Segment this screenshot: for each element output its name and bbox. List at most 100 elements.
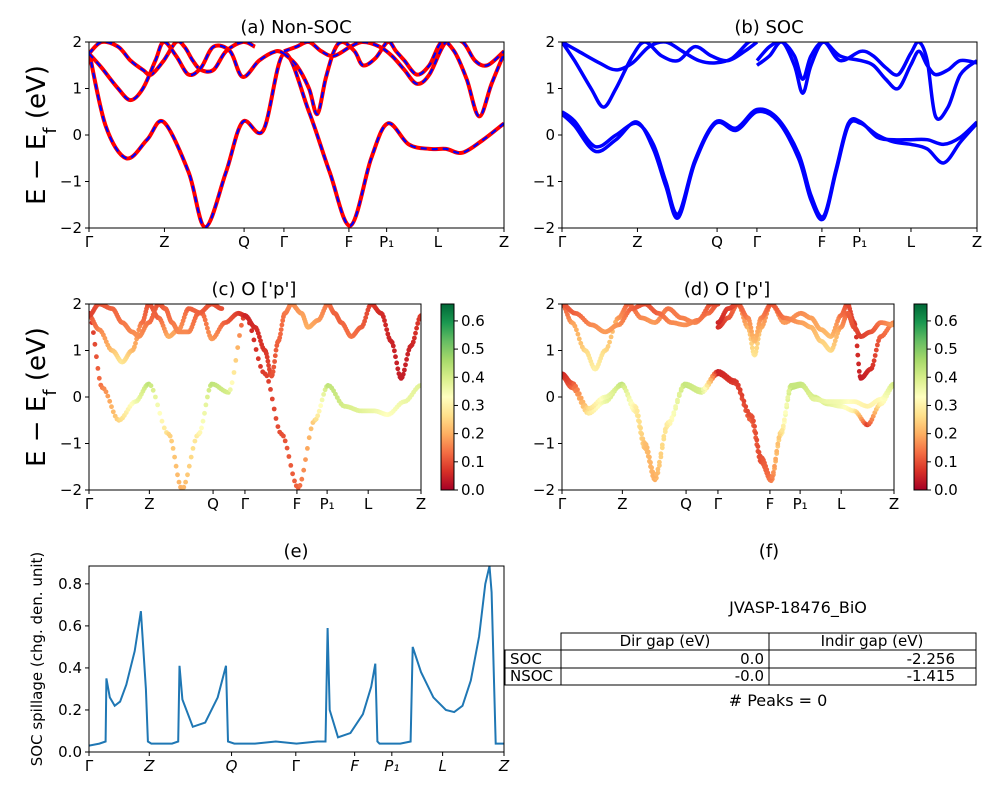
y-tick-label: 0.0 bbox=[58, 743, 82, 761]
y-tick-label: −2 bbox=[533, 481, 555, 499]
projection-point bbox=[773, 456, 778, 462]
projection-point bbox=[95, 366, 101, 371]
projection-point bbox=[870, 362, 876, 368]
x-tick-label: L bbox=[438, 757, 446, 775]
colorbar-tick-label: 0.1 bbox=[461, 453, 485, 471]
projection-point bbox=[755, 325, 761, 330]
projection-point bbox=[270, 369, 276, 375]
y-tick-label: 0 bbox=[72, 388, 82, 406]
projection-point bbox=[743, 404, 749, 409]
panel-a-title: (a) Non-SOC bbox=[240, 17, 351, 38]
projection-point bbox=[648, 460, 653, 465]
projection-point bbox=[400, 371, 406, 377]
x-tick-label: Q bbox=[238, 233, 250, 251]
panel-a-band-structure: −2 −1 0 1 2 Γ Z Q Γ F P₁ L Z bbox=[60, 33, 509, 251]
projection-point bbox=[785, 395, 791, 400]
projection-point bbox=[170, 446, 176, 451]
y-tick-label: −2 bbox=[60, 481, 82, 499]
projection-point bbox=[754, 345, 760, 351]
x-tick-label: L bbox=[434, 233, 443, 251]
panel-e-ylabel: SOC spillage (chg. den. unit) bbox=[28, 552, 46, 767]
x-tick-label: Z bbox=[632, 233, 642, 251]
x-tick-label: Z bbox=[159, 233, 169, 251]
plot-area bbox=[562, 304, 894, 484]
y-tick-label: 2 bbox=[72, 295, 82, 313]
projection-point bbox=[316, 408, 322, 414]
projection-point bbox=[576, 336, 582, 342]
projection-point bbox=[110, 409, 116, 415]
projection-point bbox=[321, 392, 326, 397]
projection-point bbox=[394, 360, 400, 366]
x-tick-label: Γ bbox=[241, 495, 250, 513]
projection-point bbox=[239, 322, 244, 328]
projection-point bbox=[638, 425, 643, 431]
colorbar-tick-label: 0.3 bbox=[461, 396, 485, 414]
projection-point bbox=[235, 345, 241, 350]
projection-point bbox=[576, 391, 582, 397]
projection-point bbox=[176, 479, 182, 485]
projection-point bbox=[280, 318, 286, 323]
y-tick-label: 0 bbox=[72, 126, 82, 144]
projection-point bbox=[288, 463, 294, 468]
panel-e-spillage: 0.0 0.2 0.4 0.6 0.8 Γ Z Q Γ F P₁ L Z bbox=[58, 565, 510, 775]
projection-point bbox=[273, 347, 279, 353]
projection-point bbox=[831, 342, 837, 347]
projection-point bbox=[403, 362, 408, 368]
projection-point bbox=[306, 435, 312, 441]
projection-point bbox=[755, 444, 761, 449]
projection-point bbox=[782, 417, 787, 423]
projection-point bbox=[405, 351, 411, 357]
projection-point bbox=[172, 454, 178, 460]
x-tick-label: F bbox=[818, 233, 827, 251]
projection-point bbox=[414, 325, 419, 331]
projection-point bbox=[92, 341, 98, 347]
x-tick-label: Q bbox=[207, 495, 219, 513]
projection-point bbox=[227, 387, 233, 393]
projection-point bbox=[741, 398, 747, 404]
projection-point bbox=[575, 331, 581, 337]
panel-f-title: (f) bbox=[759, 541, 779, 562]
projection-point bbox=[574, 327, 579, 333]
band-line-soc bbox=[562, 42, 757, 72]
projection-point bbox=[873, 347, 879, 353]
x-tick-label: F bbox=[345, 233, 354, 251]
projection-point bbox=[202, 410, 207, 416]
band-line-soc-overlay bbox=[283, 42, 504, 86]
projection-point bbox=[167, 433, 173, 439]
projection-point bbox=[161, 425, 167, 431]
x-tick-label: Γ bbox=[753, 233, 762, 251]
projection-point bbox=[103, 389, 109, 395]
colorbar-d: 0.0 0.1 0.2 0.3 0.4 0.5 0.6 bbox=[913, 303, 958, 499]
table-cell-indir: -1.415 bbox=[907, 667, 955, 685]
projection-point bbox=[133, 340, 138, 346]
projection-point bbox=[749, 329, 754, 334]
projection-point bbox=[197, 430, 203, 435]
projection-point bbox=[735, 382, 741, 388]
x-tick-label: Q bbox=[680, 495, 692, 513]
table-cell-dir: -0.0 bbox=[735, 667, 764, 685]
projection-point bbox=[418, 383, 421, 388]
x-tick-label: Γ bbox=[558, 495, 567, 513]
y-tick-label: 1 bbox=[545, 80, 555, 98]
projection-point bbox=[290, 471, 295, 477]
x-tick-label: Q bbox=[711, 233, 723, 251]
x-tick-label: F bbox=[350, 757, 359, 775]
projection-point bbox=[834, 334, 839, 340]
projection-point bbox=[272, 359, 277, 364]
projection-point bbox=[395, 366, 401, 372]
projection-point bbox=[173, 463, 179, 469]
projection-point bbox=[392, 348, 397, 354]
projection-point bbox=[272, 353, 278, 359]
projection-point bbox=[737, 387, 743, 393]
panel-d-title: (d) O ['p'] bbox=[684, 279, 770, 300]
projection-point bbox=[266, 379, 271, 384]
panel-c-ylabel: E − Ef (eV) bbox=[22, 327, 61, 467]
projection-point bbox=[755, 329, 760, 334]
colorbar-tick-label: 0.2 bbox=[934, 425, 958, 443]
plot-area bbox=[89, 42, 504, 228]
colorbar-tick-label: 0.6 bbox=[461, 312, 485, 330]
projection-point bbox=[255, 356, 261, 362]
projection-point bbox=[856, 369, 862, 374]
projection-point bbox=[199, 425, 204, 431]
y-tick-label: −1 bbox=[533, 435, 555, 453]
